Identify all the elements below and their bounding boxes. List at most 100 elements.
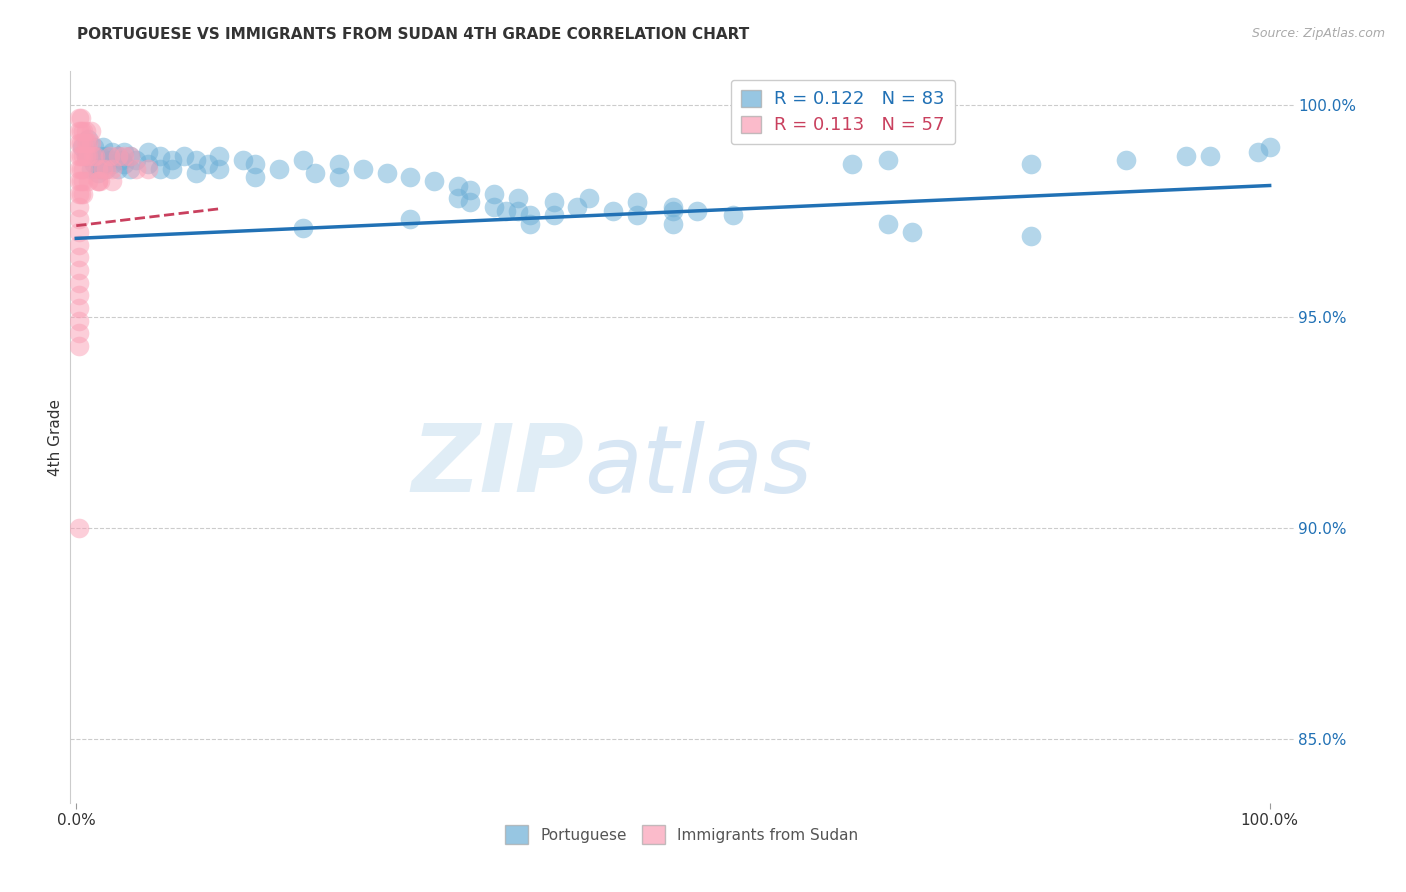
Point (232, 153, 254, 168)
Point (519, 217, 541, 231)
Point (101, 161, 124, 176)
Point (98, 149, 121, 163)
Point (77, 149, 100, 163)
Point (83, 157, 105, 171)
Point (721, 208, 744, 222)
Point (72, 136, 94, 151)
Point (67, 123, 90, 137)
Point (602, 203, 624, 218)
Point (87, 166, 110, 180)
Point (184, 153, 207, 168)
Point (292, 220, 315, 235)
Point (399, 169, 422, 184)
Point (70, 186, 93, 201)
Point (72, 161, 94, 176)
Point (208, 161, 231, 176)
Point (82, 149, 104, 163)
Point (1199, 149, 1222, 163)
Point (118, 149, 141, 163)
Point (567, 200, 589, 214)
Point (173, 149, 195, 163)
Point (75, 136, 97, 151)
Point (543, 195, 565, 210)
Point (67, 212, 90, 227)
Point (72, 186, 94, 201)
Point (70, 140, 93, 154)
Point (101, 174, 124, 188)
Point (79, 161, 101, 176)
Point (304, 166, 326, 180)
Point (328, 157, 350, 171)
Point (70, 161, 93, 176)
Point (107, 149, 129, 163)
Point (375, 166, 398, 180)
Point (94, 161, 117, 176)
Point (110, 153, 132, 168)
Point (578, 191, 600, 205)
Point (136, 157, 159, 171)
Point (1019, 157, 1042, 171)
Point (118, 149, 141, 163)
Point (543, 208, 565, 222)
Point (77, 174, 100, 188)
Text: atlas: atlas (583, 421, 813, 512)
Point (900, 225, 922, 239)
Point (662, 203, 685, 218)
Point (70, 149, 93, 163)
Text: PORTUGUESE VS IMMIGRANTS FROM SUDAN 4TH GRADE CORRELATION CHART: PORTUGUESE VS IMMIGRANTS FROM SUDAN 4TH … (77, 27, 749, 42)
Point (77, 132, 100, 146)
Point (149, 149, 172, 163)
Point (506, 191, 529, 205)
Point (79, 123, 101, 137)
Point (662, 217, 685, 231)
Point (292, 153, 315, 168)
Point (506, 203, 529, 218)
Point (101, 157, 124, 171)
Y-axis label: 4th Grade: 4th Grade (48, 399, 63, 475)
Point (89, 149, 111, 163)
Point (87, 161, 110, 176)
Point (67, 276, 90, 290)
Point (1258, 140, 1281, 154)
Point (118, 161, 141, 176)
Point (94, 149, 117, 163)
Point (67, 136, 90, 151)
Point (84, 149, 107, 163)
Point (94, 161, 117, 176)
Point (72, 174, 94, 188)
Point (136, 161, 159, 176)
Point (423, 174, 446, 188)
Point (107, 149, 129, 163)
Point (75, 149, 97, 163)
Point (91, 161, 114, 176)
Point (79, 136, 101, 151)
Point (87, 174, 110, 188)
Point (1247, 145, 1270, 159)
Point (626, 208, 648, 222)
Point (458, 183, 481, 197)
Point (876, 153, 898, 168)
Point (447, 191, 470, 205)
Point (160, 161, 183, 176)
Point (626, 195, 648, 210)
Point (245, 157, 267, 171)
Point (67, 339, 90, 353)
Point (112, 145, 135, 159)
Point (75, 149, 97, 163)
Point (352, 161, 374, 176)
Point (67, 149, 90, 163)
Point (75, 123, 97, 137)
Point (1115, 153, 1137, 168)
Point (67, 314, 90, 328)
Point (107, 161, 129, 176)
Point (91, 157, 114, 171)
Point (67, 186, 90, 201)
Point (125, 161, 148, 176)
Point (87, 174, 110, 188)
Point (876, 217, 898, 231)
Point (67, 200, 90, 214)
Point (70, 123, 93, 137)
Point (482, 186, 505, 201)
Point (160, 153, 183, 168)
Point (112, 157, 135, 171)
